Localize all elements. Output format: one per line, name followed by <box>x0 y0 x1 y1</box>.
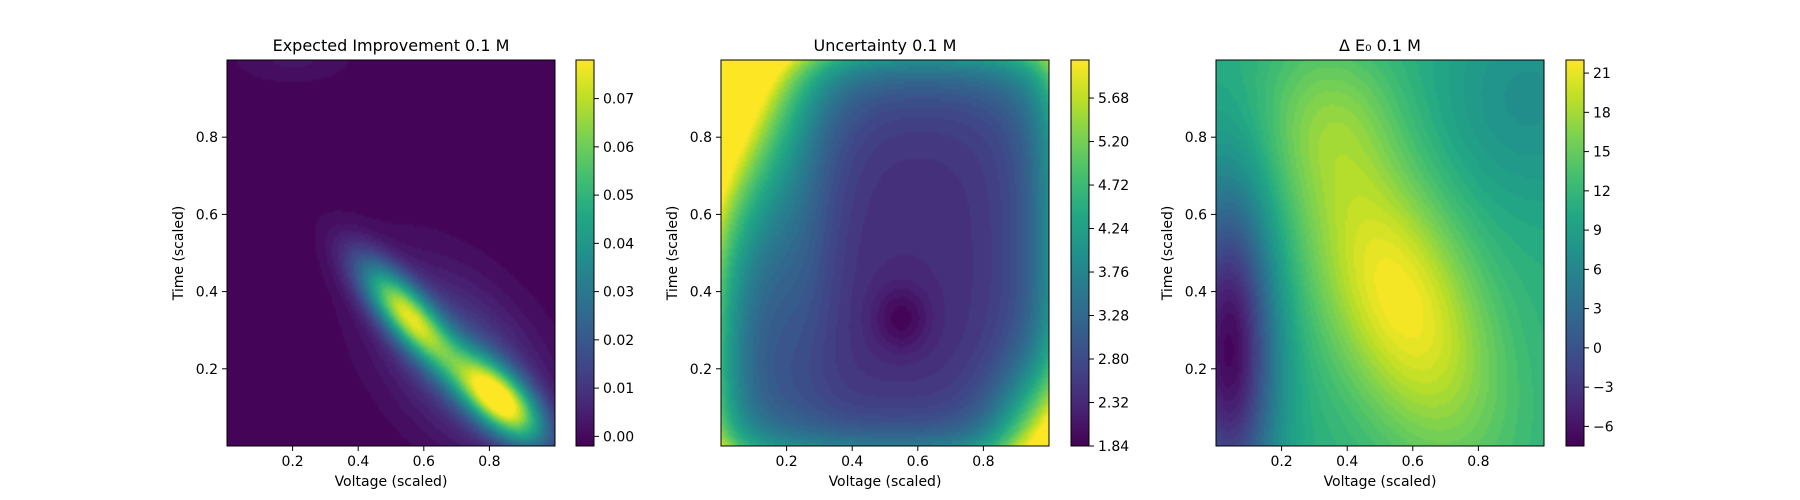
x-axis-label: Voltage (scaled) <box>1324 474 1437 490</box>
x-tick-label: 0.2 <box>775 454 797 470</box>
x-tick-label: 0.4 <box>841 454 863 470</box>
axes-frame <box>226 59 556 447</box>
y-tick-label: 0.2 <box>1185 362 1207 378</box>
colorbar-tick-label: −6 <box>1593 419 1614 435</box>
colorbar-tick-label: 1.84 <box>1098 439 1129 455</box>
x-tick-label: 0.8 <box>1467 454 1489 470</box>
y-tick-label: 0.8 <box>690 130 712 146</box>
colorbar-tick-label: 0.03 <box>603 285 634 301</box>
chart-panel-3: Δ E₀ 0.1 M 0.2 0.4 0.6 0.8 0.2 0.4 0.6 0.8 Voltag… <box>1160 36 1614 490</box>
colorbar-tick-label: 4.72 <box>1098 178 1129 194</box>
y-tick-label: 0.4 <box>196 285 218 301</box>
colorbar-tick-label: 2.80 <box>1098 352 1129 368</box>
colorbar-tick-label: 0.02 <box>603 333 634 349</box>
y-axis-label: Time (scaled) <box>171 206 187 302</box>
colorbar-tick-label: 5.20 <box>1098 135 1129 151</box>
colorbar-tick-label: 2.32 <box>1098 396 1129 412</box>
y-tick-label: 0.6 <box>690 207 712 223</box>
colorbar <box>1070 59 1090 447</box>
chart-panel-2: Uncertainty 0.1 M 0.2 0.4 0.6 0.8 0.2 0.4 0.6 0.… <box>665 36 1129 490</box>
x-tick-label: 0.6 <box>907 454 929 470</box>
colorbar-tick-label: 4.24 <box>1098 222 1129 238</box>
x-tick-label: 0.2 <box>1270 454 1292 470</box>
y-tick-label: 0.8 <box>196 130 218 146</box>
colorbar-tick-label: 21 <box>1593 66 1611 82</box>
axes-frame <box>1215 59 1545 447</box>
y-axis-label: Time (scaled) <box>1160 206 1176 302</box>
chart-title: Uncertainty 0.1 M <box>814 36 957 55</box>
x-axis-label: Voltage (scaled) <box>829 474 942 490</box>
x-tick-label: 0.4 <box>347 454 369 470</box>
axes-frame <box>720 59 1050 447</box>
colorbar-tick-label: 3.76 <box>1098 265 1129 281</box>
colorbar-tick-label: 0.05 <box>603 188 634 204</box>
y-tick-label: 0.6 <box>196 207 218 223</box>
heatmap-surface <box>227 60 555 446</box>
colorbar-tick-label: 0.06 <box>603 140 634 156</box>
x-tick-label: 0.4 <box>1336 454 1358 470</box>
y-tick-label: 0.2 <box>690 362 712 378</box>
colorbar-tick-label: 9 <box>1593 223 1602 239</box>
colorbar-tick-label: −3 <box>1593 380 1614 396</box>
colorbar-tick-label: 0.00 <box>603 429 634 445</box>
colorbar-tick-label: 3 <box>1593 302 1602 318</box>
x-tick-label: 0.6 <box>413 454 435 470</box>
y-tick-label: 0.8 <box>1185 130 1207 146</box>
chart-title: Δ E₀ 0.1 M <box>1339 36 1421 55</box>
colorbar-tick-label: 0.04 <box>603 236 634 252</box>
colorbar-tick-label: 12 <box>1593 184 1611 200</box>
colorbar <box>575 59 595 447</box>
colorbar-tick-label: 0.07 <box>603 92 634 108</box>
colorbar-tick-label: 0.01 <box>603 381 634 397</box>
colorbar-tick-label: 3.28 <box>1098 309 1129 325</box>
heatmap-surface <box>1216 60 1544 446</box>
y-tick-label: 0.4 <box>1185 285 1207 301</box>
colorbar-tick-label: 18 <box>1593 105 1611 121</box>
x-axis-label: Voltage (scaled) <box>335 474 448 490</box>
y-tick-label: 0.2 <box>196 362 218 378</box>
colorbar-tick-label: 0 <box>1593 341 1602 357</box>
y-tick-label: 0.4 <box>690 285 712 301</box>
heatmap-surface <box>721 60 1049 446</box>
x-tick-label: 0.8 <box>478 454 500 470</box>
x-tick-label: 0.8 <box>972 454 994 470</box>
colorbar-tick-label: 5.68 <box>1098 91 1129 107</box>
colorbar-tick-label: 15 <box>1593 145 1611 161</box>
colorbar <box>1565 59 1585 447</box>
chart-panel-1: Expected Improvement 0.1 M 0.2 0.4 0.6 0.8 0.… <box>171 36 634 490</box>
x-tick-label: 0.6 <box>1402 454 1424 470</box>
y-tick-label: 0.6 <box>1185 207 1207 223</box>
y-axis-label: Time (scaled) <box>665 206 681 302</box>
chart-title: Expected Improvement 0.1 M <box>273 36 510 55</box>
x-tick-label: 0.2 <box>281 454 303 470</box>
colorbar-tick-label: 6 <box>1593 262 1602 278</box>
